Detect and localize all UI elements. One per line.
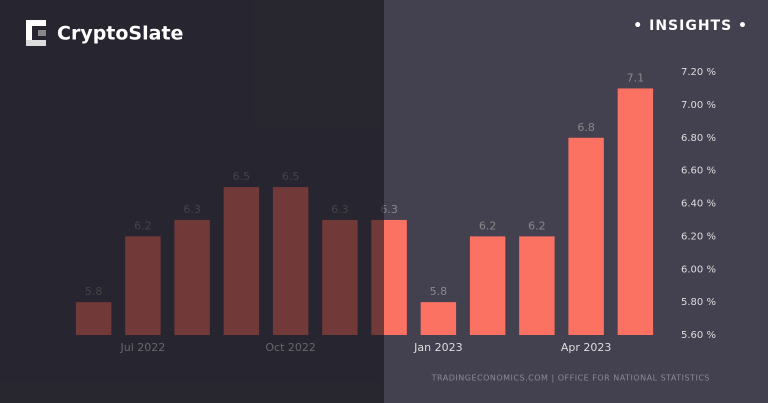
value-label: 6.2: [479, 219, 497, 232]
y-tick-label: 5.80 %: [681, 297, 716, 308]
y-tick-label: 6.00 %: [681, 264, 716, 275]
bar: [519, 236, 555, 335]
bar: [469, 236, 506, 335]
y-tick-label: 6.60 %: [681, 166, 716, 177]
y-tick-label: 6.40 %: [681, 199, 716, 210]
y-tick-label: 6.20 %: [681, 231, 716, 242]
y-tick-label: 5.60 %: [681, 330, 716, 341]
logo-icon: [26, 20, 46, 46]
y-tick-label: 6.80 %: [681, 133, 716, 144]
value-label: 6.8: [577, 121, 595, 134]
bar: [420, 302, 457, 335]
value-label: 7.1: [627, 71, 645, 84]
value-label: 6.2: [528, 219, 546, 232]
brand: CryptoSlate: [57, 23, 183, 45]
source: TRADINGECONOMICS.COM | OFFICE FOR NATION…: [431, 374, 710, 383]
y-tick-label: 7.20 %: [681, 67, 716, 78]
y-tick-label: 7.00 %: [681, 100, 716, 111]
badge: • INSIGHTS •: [633, 18, 748, 34]
overlay: [0, 0, 384, 403]
x-tick-label: Jan 2023: [413, 341, 462, 354]
bar: [617, 88, 654, 335]
bar: [568, 137, 604, 335]
x-tick-label: Apr 2023: [561, 341, 612, 354]
value-label: 6.3: [380, 203, 398, 216]
value-label: 5.8: [430, 285, 448, 298]
